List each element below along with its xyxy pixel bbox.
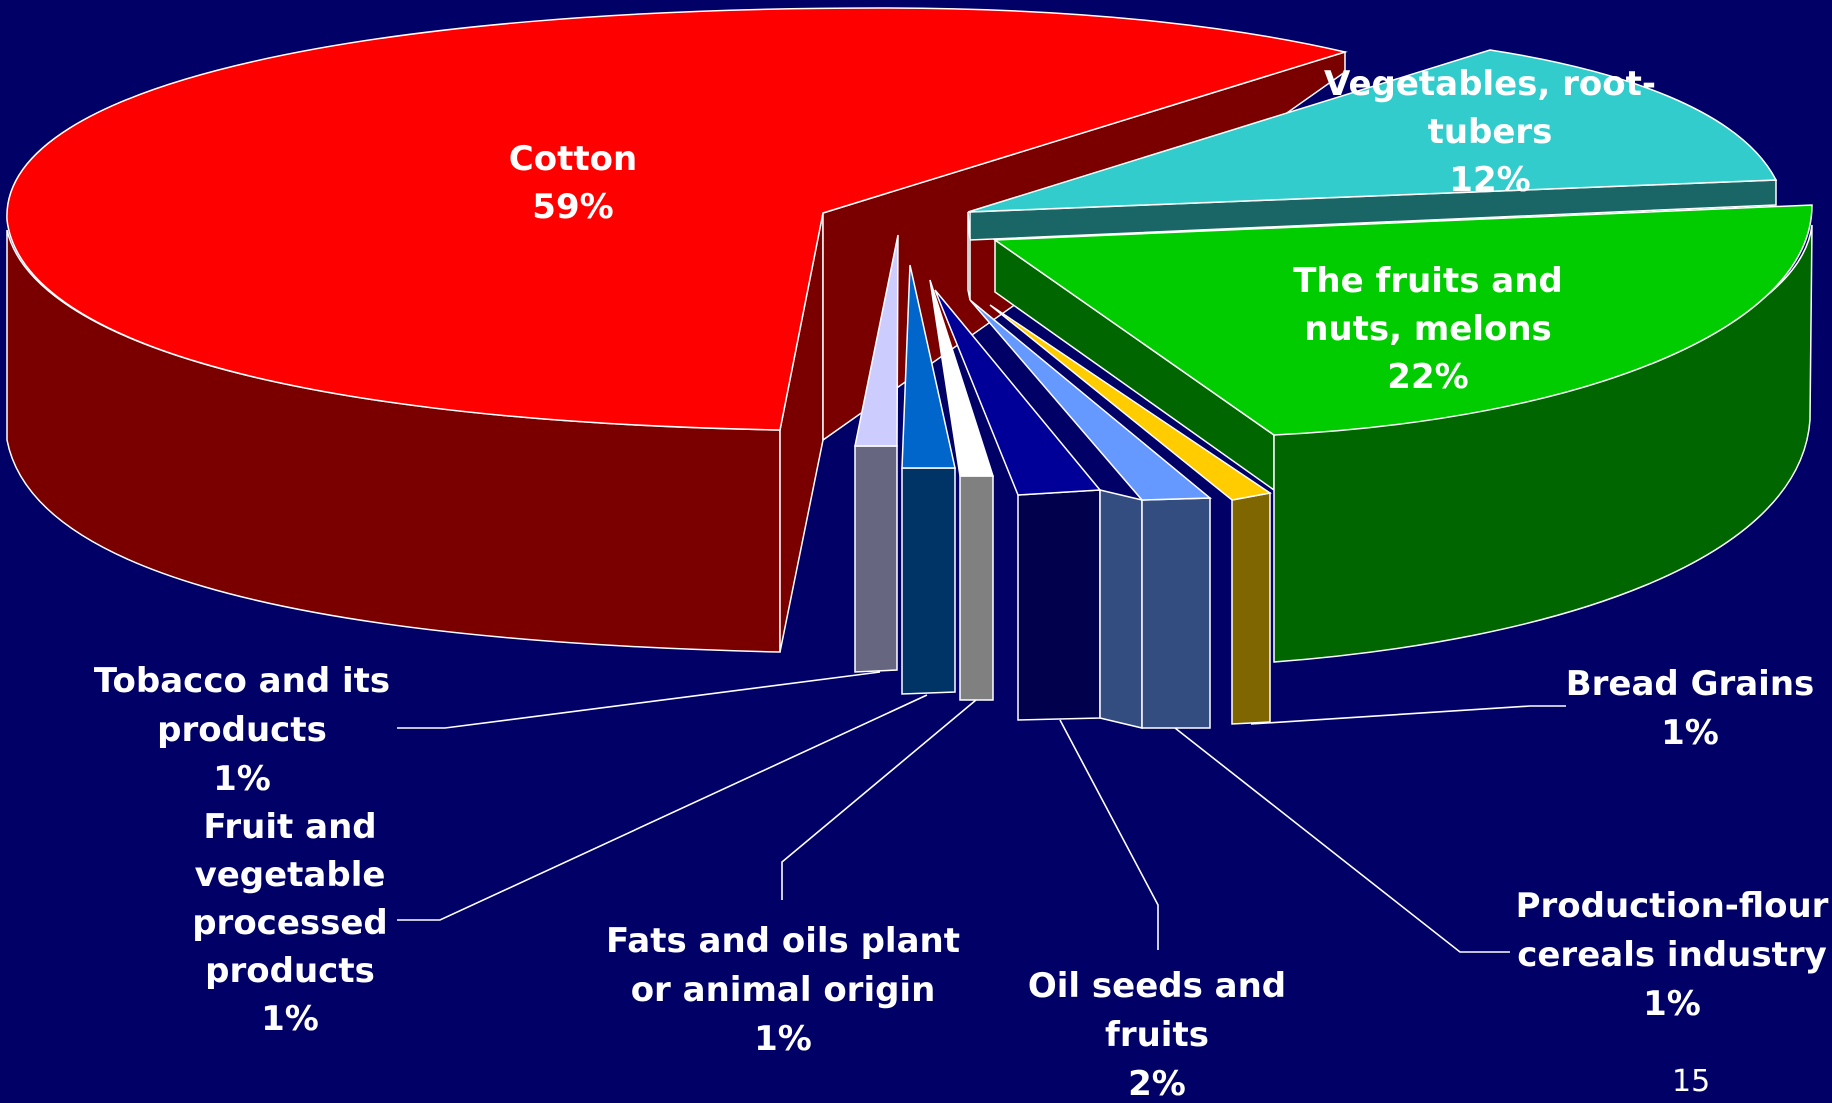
slice-fruit-veg-processed-top — [901, 264, 956, 469]
slice-name-line: fruits — [1105, 1015, 1209, 1055]
slice-label-bread-grains: Bread Grains 1% — [1566, 664, 1815, 753]
slice-name-line: Bread Grains — [1566, 664, 1815, 704]
slice-cotton-top — [6, 7, 1348, 431]
slice-label-tobacco: Tobacco and its products 1% — [94, 661, 390, 799]
slice-percent-label: 1% — [1661, 713, 1719, 753]
slice-tobacco-top — [854, 234, 899, 447]
slice-label-fruits-nuts: The fruits and nuts, melons 22% — [1293, 261, 1563, 397]
slice-label-fruit-veg-processed: Fruit and vegetable processed products 1% — [192, 807, 388, 1039]
slice-name-line: Cotton — [509, 139, 637, 179]
slice-name-line: products — [205, 951, 375, 991]
slice-name-line: Fruit and — [203, 807, 376, 847]
slice-vegetables-top — [967, 49, 1778, 213]
slice-oil-seeds-top — [934, 289, 1102, 496]
slice-fats-oils-top — [929, 279, 995, 477]
slice-production-flour-side — [1099, 489, 1143, 729]
slice-percent-label: 1% — [213, 759, 271, 799]
slice-production-flour-top — [969, 299, 1213, 501]
slice-name-line: cereals industry — [1517, 935, 1827, 975]
slice-name-line: Fats and oils plant — [606, 921, 960, 961]
slice-fruit-veg-processed-front — [901, 467, 956, 695]
pie-shapes — [6, 7, 1813, 729]
slice-name-line: The fruits and — [1293, 261, 1563, 301]
leader-line-tobacco — [397, 671, 881, 729]
leader-line-fats-oils — [781, 699, 977, 900]
slice-percent-label: 22% — [1387, 357, 1468, 397]
leader-line-production-flour — [1174, 727, 1510, 953]
slice-percent-label: 1% — [754, 1019, 812, 1059]
slice-bread-grains-top — [989, 304, 1272, 501]
slice-name-line: Production-flour — [1516, 886, 1829, 926]
slice-label-vegetables: Vegetables, root-tubers 12% — [1324, 64, 1656, 200]
slice-oil-seeds-front — [1017, 489, 1101, 721]
slice-percent-label: 59% — [532, 187, 613, 227]
slice-name-line: vegetable — [195, 855, 386, 895]
leader-line-fruit-veg-processed — [397, 694, 928, 921]
slice-fats-oils-front — [959, 475, 994, 701]
leader-line-bread-grains — [1250, 705, 1566, 725]
slice-name-line: Vegetables, root- — [1324, 64, 1656, 104]
leader-lines — [397, 671, 1566, 953]
slice-percent-label: 1% — [1643, 984, 1701, 1024]
slice-name-line: nuts, melons — [1304, 309, 1552, 349]
slice-name-line: processed — [192, 903, 388, 943]
slice-fruits-nuts-top — [992, 204, 1813, 436]
slice-name-line: tubers — [1428, 112, 1553, 152]
slice-percent-label: 1% — [261, 999, 319, 1039]
slide-number: 15 — [1672, 1064, 1711, 1099]
slice-labels: Cotton 59% Vegetables, root-tubers 12% The f… — [94, 64, 1829, 1103]
slice-tobacco-front — [854, 445, 898, 673]
slice-percent-label: 12% — [1449, 160, 1530, 200]
slice-label-cotton: Cotton 59% — [509, 139, 637, 227]
slice-label-oil-seeds: Oil seeds and fruits 2% — [1028, 966, 1286, 1103]
slice-name-line: products — [157, 710, 327, 750]
slice-name-line: Oil seeds and — [1028, 966, 1286, 1006]
slice-percent-label: 2% — [1128, 1064, 1186, 1103]
slice-bread-grains-front — [1231, 492, 1271, 725]
slice-label-fats-oils: Fats and oils plant or animal origin 1% — [606, 921, 960, 1059]
slice-production-flour-front — [1141, 497, 1211, 729]
leader-line-oil-seeds — [1059, 719, 1159, 950]
slice-name-line: or animal origin — [631, 970, 936, 1010]
slice-name-line: Tobacco and its — [94, 661, 390, 701]
slice-label-production-flour: Production-flour cereals industry 1% — [1516, 886, 1829, 1024]
